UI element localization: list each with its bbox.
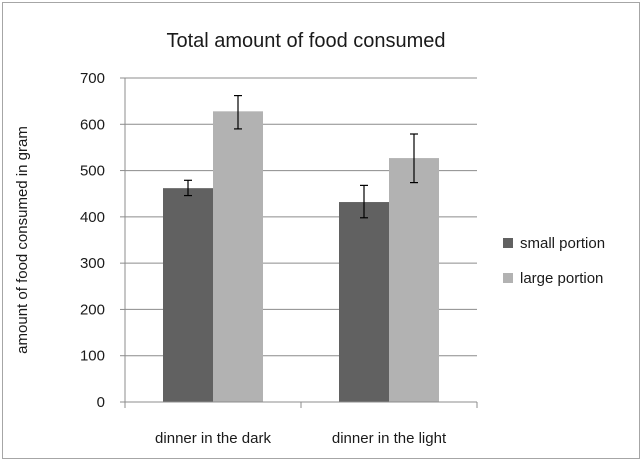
x-category-label: dinner in the dark: [155, 430, 271, 447]
y-tick-label: 700: [80, 70, 105, 87]
y-tick-label: 600: [80, 116, 105, 133]
category-labels: dinner in the dark dinner in the light: [155, 430, 447, 447]
y-tick-label: 0: [97, 394, 105, 411]
error-bars: [184, 94, 418, 219]
legend-swatch: [503, 238, 513, 248]
y-tick-label: 100: [80, 348, 105, 365]
bar: [213, 111, 263, 402]
legend-label: large portion: [520, 270, 603, 287]
y-tick-label: 500: [80, 163, 105, 180]
bar: [339, 202, 389, 402]
y-tick-label: 400: [80, 209, 105, 226]
legend-label: small portion: [520, 235, 605, 252]
x-category-label: dinner in the light: [332, 430, 447, 447]
legend: small portion large portion: [503, 235, 605, 287]
legend-swatch: [503, 273, 513, 283]
axes: [124, 78, 478, 408]
bar: [163, 188, 213, 402]
y-tick-labels: 0 100 200 300 400 500 600 700: [80, 70, 105, 411]
y-tick-label: 200: [80, 301, 105, 318]
bar: [389, 158, 439, 402]
y-axis-label: amount of food consumed in gram: [14, 126, 31, 354]
y-tick-label: 300: [80, 255, 105, 272]
chart-title: Total amount of food consumed: [166, 30, 445, 52]
bars: [163, 111, 439, 402]
